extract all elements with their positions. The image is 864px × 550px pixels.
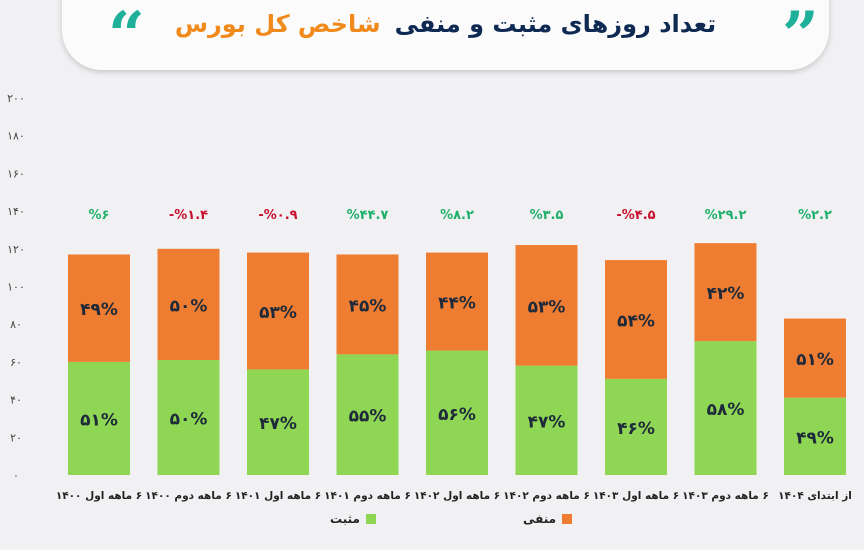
bar-positive-label: ۴۹%: [796, 428, 834, 448]
x-tick-label: ۶ ماهه اول ۱۴۰۱: [235, 490, 321, 502]
bar-negative-label: ۵۱%: [796, 350, 834, 370]
title-banner: “ تعداد روزهای مثبت و منفی شاخص کل بورس …: [62, 0, 829, 70]
x-tick-label: ۶ ماهه دوم ۱۴۰۳: [682, 490, 769, 502]
y-tick-label: ۸۰: [10, 318, 22, 331]
legend-positive-label: مثبت: [330, 512, 360, 526]
bar-positive-label: ۵۱%: [80, 410, 118, 430]
change-label: -%۴.۵: [616, 208, 655, 223]
quote-close-icon: ”: [782, 0, 819, 73]
y-tick-label: ۱۴۰: [7, 205, 25, 218]
bar-negative: [157, 248, 220, 361]
bar-positive: [605, 378, 667, 475]
bar-positive-label: ۵۰%: [170, 410, 208, 430]
bar-negative: [784, 318, 846, 398]
change-label: %۸.۲: [440, 208, 474, 223]
title-main: تعداد روزهای مثبت و منفی: [394, 10, 717, 38]
change-label: %۶: [89, 208, 110, 223]
bar-positive-label: ۴۶%: [617, 419, 655, 439]
change-label: %۴۴.۷: [347, 208, 389, 223]
y-tick-label: ۲۰: [10, 431, 22, 444]
title-accent: شاخص کل بورس: [174, 10, 381, 38]
legend-negative-label: منفی: [523, 512, 557, 526]
x-tick-label: ۶ ماهه اول ۱۴۰۰: [56, 490, 142, 502]
bar-negative: [247, 252, 309, 370]
bar-negative: [68, 254, 130, 362]
bar-negative-label: ۵۳%: [259, 303, 297, 323]
bar-positive: [694, 341, 757, 475]
y-tick-label: ۱۰۰: [7, 281, 25, 294]
bar-positive: [247, 369, 309, 475]
x-tick-label: ۶ ماهه دوم ۱۴۰۰: [145, 490, 232, 502]
bar-negative: [426, 252, 488, 351]
bar-positive-label: ۴۷%: [528, 412, 566, 432]
x-tick-label: ۶ ماهه اول ۱۴۰۳: [593, 490, 679, 502]
bar-negative-label: ۴۲%: [707, 284, 745, 304]
x-tick-label: از ابتدای ۱۴۰۴: [778, 490, 852, 502]
y-tick-label: ۶۰: [10, 356, 22, 369]
bar-negative: [515, 245, 578, 366]
bar-negative-label: ۵۰%: [170, 296, 208, 316]
legend-positive: مثبت: [330, 512, 376, 526]
bar-negative-label: ۴۹%: [80, 300, 118, 320]
y-tick-label: ۱۸۰: [7, 130, 25, 143]
x-tick-label: ۶ ماهه اول ۱۴۰۲: [414, 490, 500, 502]
y-tick-label: ۴۰: [10, 394, 22, 407]
change-label: -%۱.۴: [169, 208, 208, 223]
bar-negative-label: ۴۵%: [349, 296, 387, 316]
bar-positive: [336, 354, 399, 475]
change-label: %۲.۲: [798, 208, 832, 223]
bar-negative-label: ۵۴%: [617, 311, 655, 331]
legend-negative: منفی: [523, 512, 573, 526]
bar-positive-label: ۵۵%: [349, 407, 387, 427]
y-tick-label: ۰: [13, 469, 19, 482]
bar-negative-label: ۵۳%: [528, 297, 566, 317]
change-label: %۳.۵: [530, 208, 564, 223]
bar-positive: [68, 361, 130, 475]
bar-positive: [784, 397, 846, 475]
bar-negative: [605, 260, 667, 379]
bar-positive-label: ۴۷%: [259, 414, 297, 434]
change-label: -%۰.۹: [258, 208, 297, 223]
bar-positive-label: ۵۸%: [707, 400, 745, 420]
y-tick-label: ۱۶۰: [7, 167, 25, 180]
bar-negative: [336, 254, 399, 355]
legend-negative-swatch: [562, 514, 573, 524]
bar-positive-label: ۵۶%: [438, 405, 476, 425]
bar-positive: [157, 360, 220, 475]
bar-negative-label: ۴۴%: [438, 294, 476, 314]
y-tick-label: ۲۰۰: [7, 92, 25, 105]
x-tick-label: ۶ ماهه دوم ۱۴۰۲: [503, 490, 590, 502]
legend-positive-swatch: [365, 514, 376, 524]
bar-positive: [426, 350, 488, 475]
bar-positive: [515, 365, 578, 475]
bar-negative: [694, 243, 757, 342]
y-tick-label: ۱۲۰: [7, 243, 25, 256]
chart-title: تعداد روزهای مثبت و منفی شاخص کل بورس: [62, 0, 829, 50]
change-label: %۲۹.۲: [705, 208, 747, 223]
quote-open-icon: “: [108, 0, 145, 73]
x-tick-label: ۶ ماهه دوم ۱۴۰۱: [324, 490, 411, 502]
